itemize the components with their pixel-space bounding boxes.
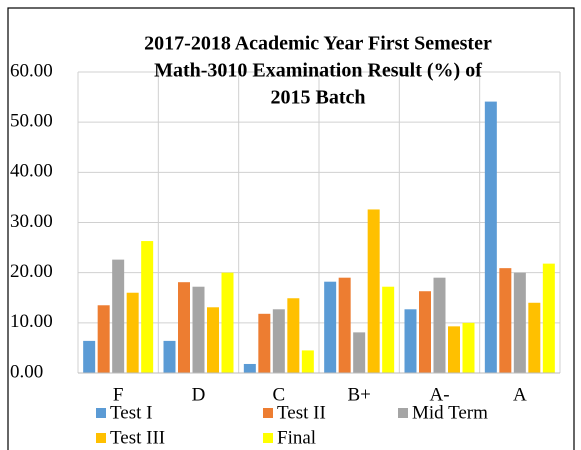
bar [301,350,314,373]
bar [367,209,380,373]
bar [287,298,300,373]
bar [141,241,154,373]
x-tick-label: C [272,384,285,405]
legend-swatch [263,408,273,418]
bar [404,309,417,373]
bar [97,305,110,373]
legend-label: Test III [110,427,165,448]
bar [528,302,541,373]
legend-label: Test I [110,402,152,423]
bar [382,286,395,373]
x-tick-label: B+ [347,384,370,405]
bar [353,332,366,373]
bar [207,307,219,373]
chart-title: 2015 Batch [271,87,366,109]
bar [499,268,512,373]
bar [513,272,526,373]
bar [112,259,125,373]
bar [126,292,139,373]
bar [462,322,475,373]
x-tick-label: A- [429,384,449,405]
bar [163,340,176,373]
y-tick-label: 10.00 [10,311,53,332]
legend-label: Final [277,427,316,448]
legend-label: Test II [277,402,326,423]
bar [221,272,234,373]
bar [178,282,190,373]
bar [419,291,431,373]
y-tick-label: 60.00 [10,60,53,81]
legend-swatch [398,408,408,418]
bar [243,363,256,373]
x-tick-label: F [113,384,124,405]
legend-label: Mid Term [412,402,488,423]
bar [272,309,285,373]
bar [192,286,205,373]
x-tick-label: A [513,384,527,405]
bar [433,277,446,373]
bar [258,313,271,373]
bar [542,263,555,373]
y-tick-label: 40.00 [10,161,53,182]
bar [83,340,96,373]
y-tick-label: 30.00 [10,211,53,232]
bar [324,281,337,373]
legend-swatch [96,408,106,418]
bar [448,326,460,373]
y-tick-label: 20.00 [10,261,53,282]
y-tick-label: 50.00 [10,111,53,132]
legend-swatch [263,433,273,443]
bar [484,101,497,374]
y-tick-label: 0.00 [10,361,43,382]
chart-title: 2017-2018 Academic Year First Semester [144,33,492,55]
chart-title: Math-3010 Examination Result (%) of [154,60,482,82]
bar [338,277,351,373]
x-tick-label: D [192,384,206,405]
legend-swatch [96,433,106,443]
